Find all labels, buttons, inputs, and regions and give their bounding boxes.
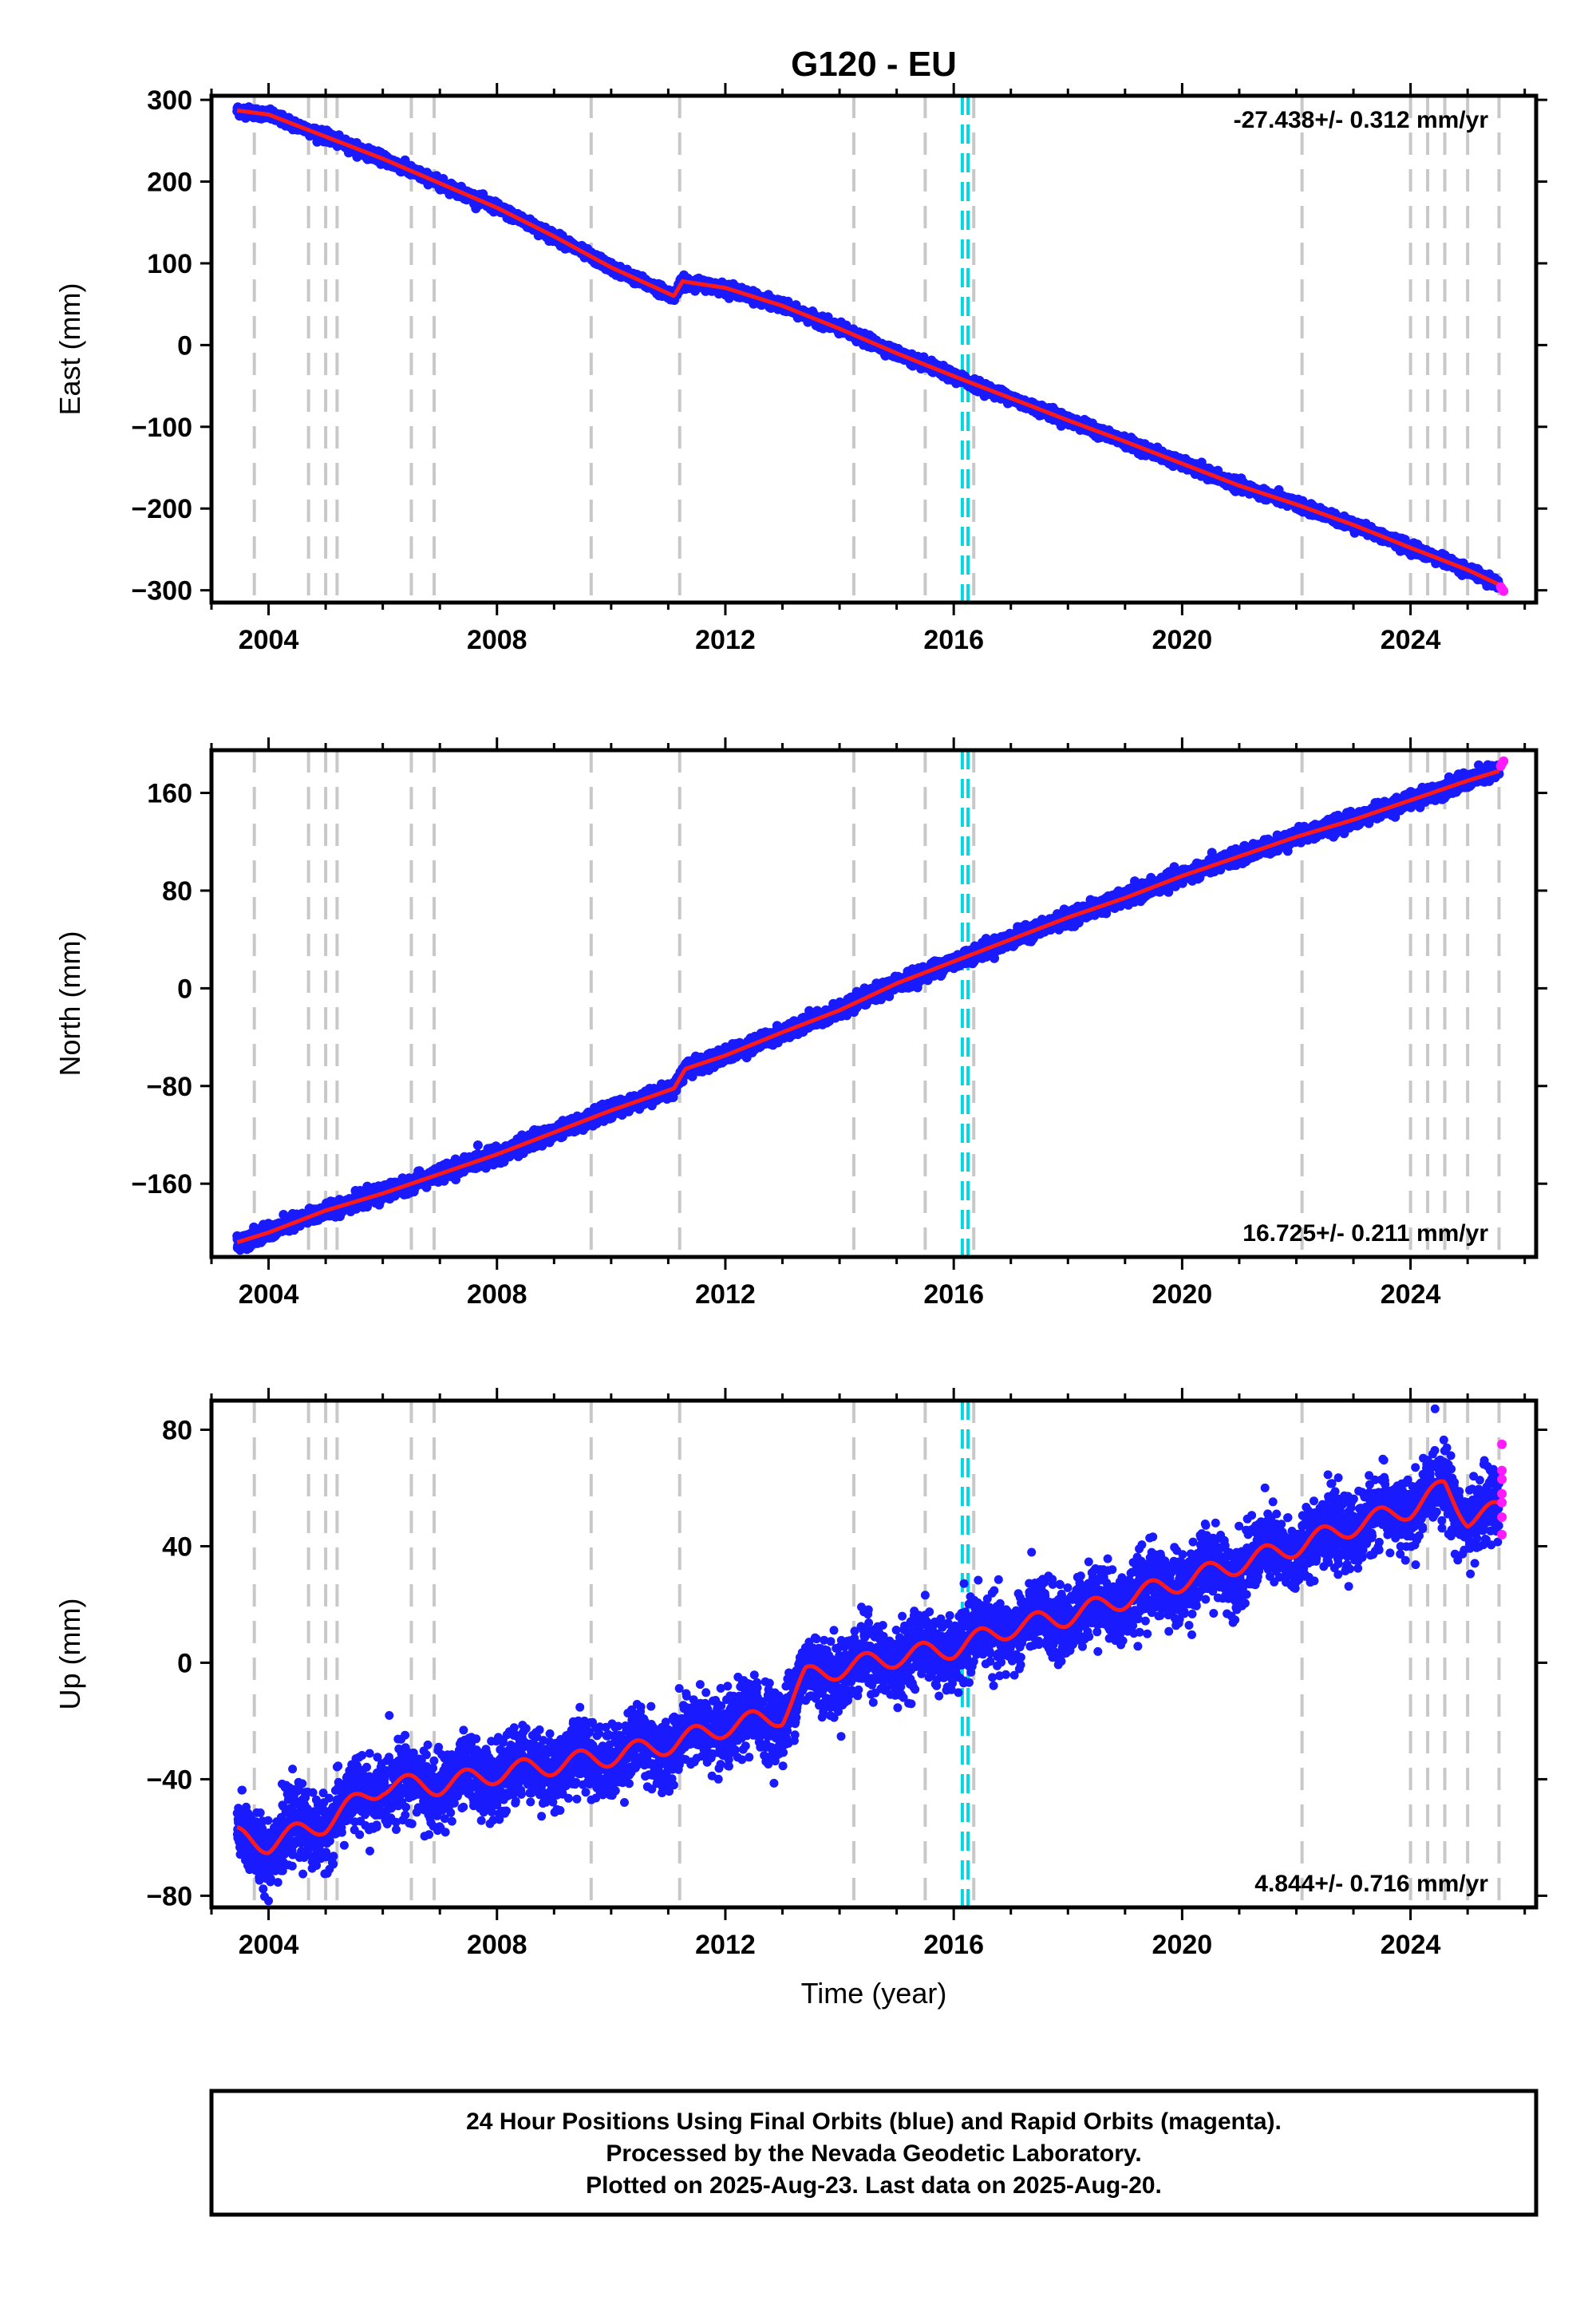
y-tick-label: −80: [146, 1072, 192, 1102]
plot-area: [232, 96, 1509, 603]
x-tick-label: 2004: [239, 1279, 299, 1310]
x-tick-label: 2008: [467, 625, 527, 655]
footer-box: 24 Hour Positions Using Final Orbits (bl…: [209, 2089, 1539, 2217]
rapid-orbit-point: [1497, 1439, 1507, 1449]
final-orbit-points: [232, 760, 1504, 1255]
x-tick-label: 2004: [239, 1930, 299, 1960]
rapid-orbit-point: [1497, 1512, 1507, 1522]
plot-frame: [209, 93, 1539, 605]
y-tick-label: 160: [147, 779, 192, 809]
x-tick-label: 2004: [239, 625, 299, 655]
up-panel: 80 40 0 −40 −80 2004 2008 2012 2016 2020 2024 Up (m…: [53, 1388, 1547, 1960]
x-tick-label: 2020: [1152, 1279, 1213, 1310]
x-tick-label: 2012: [695, 1279, 756, 1310]
plot-area: [232, 750, 1509, 1257]
y-tick-label: 300: [147, 85, 192, 116]
rapid-orbit-point: [1497, 1497, 1507, 1508]
x-axis-label: Time (year): [801, 1977, 947, 2010]
rapid-orbit-point: [1499, 756, 1509, 766]
x-tick-label: 2020: [1152, 625, 1213, 655]
y-tick-label: 80: [162, 1415, 192, 1445]
north-panel: 160 80 0 −80 −160 2004 2008 2012 2016 2020 2024 Nor…: [53, 737, 1547, 1310]
figure-title: G120 - EU: [791, 45, 957, 84]
x-tick-label: 2024: [1381, 1279, 1441, 1310]
model-fit-line: [236, 769, 1500, 1245]
x-tick-label: 2024: [1381, 1930, 1441, 1960]
plot-frame: [209, 748, 1539, 1259]
y-tick-label: −100: [131, 413, 192, 443]
x-tick-label: 2024: [1381, 625, 1441, 655]
y-tick-label: −300: [131, 576, 192, 607]
x-tick-label: 2012: [695, 1930, 756, 1960]
y-axis-label: Up (mm): [53, 1599, 86, 1710]
x-tick-label: 2016: [923, 1930, 984, 1960]
footer-line-2: Processed by the Nevada Geodetic Laborat…: [606, 2140, 1141, 2167]
model-fit-line: [236, 108, 1500, 587]
x-tick-label: 2020: [1152, 1930, 1213, 1960]
y-tick-label: 200: [147, 168, 192, 198]
y-tick-label: −200: [131, 494, 192, 524]
rapid-orbit-point: [1497, 1488, 1507, 1499]
plot-frame: [209, 1398, 1539, 1910]
y-tick-label: 0: [177, 974, 192, 1004]
rapid-orbit-point: [1499, 586, 1509, 596]
footer-line-3: Plotted on 2025-Aug-23. Last data on 202…: [586, 2172, 1162, 2199]
y-tick-label: −80: [146, 1881, 192, 1911]
velocity-label: -27.438+/- 0.312 mm/yr: [1234, 107, 1489, 133]
y-tick-label: −40: [146, 1765, 192, 1795]
plot-area: [232, 1401, 1507, 1907]
y-tick-label: 40: [162, 1531, 192, 1562]
rapid-orbit-point: [1497, 1529, 1507, 1539]
y-tick-label: 0: [177, 330, 192, 361]
velocity-label: 16.725+/- 0.211 mm/yr: [1242, 1220, 1488, 1247]
y-tick-label: 80: [162, 876, 192, 907]
y-axis-label: East (mm): [53, 283, 86, 416]
final-orbit-points: [232, 102, 1504, 593]
model-fit-line: [236, 1479, 1500, 1856]
x-tick-label: 2008: [467, 1279, 527, 1310]
y-tick-label: 0: [177, 1648, 192, 1678]
x-tick-label: 2016: [923, 625, 984, 655]
rapid-orbit-point: [1497, 1465, 1507, 1476]
y-tick-label: −160: [131, 1169, 192, 1199]
east-panel: 300 200 100 0 −100 −200 −300 2004 2008 2012 2016 20…: [53, 83, 1547, 655]
footer-line-1: 24 Hour Positions Using Final Orbits (bl…: [466, 2109, 1282, 2135]
velocity-label: 4.844+/- 0.716 mm/yr: [1254, 1871, 1488, 1897]
rapid-orbit-point: [1497, 1474, 1507, 1484]
y-axis-label: North (mm): [53, 931, 86, 1077]
y-tick-label: 100: [147, 249, 192, 279]
x-tick-label: 2008: [467, 1930, 527, 1960]
x-tick-label: 2016: [923, 1279, 984, 1310]
x-tick-label: 2012: [695, 625, 756, 655]
